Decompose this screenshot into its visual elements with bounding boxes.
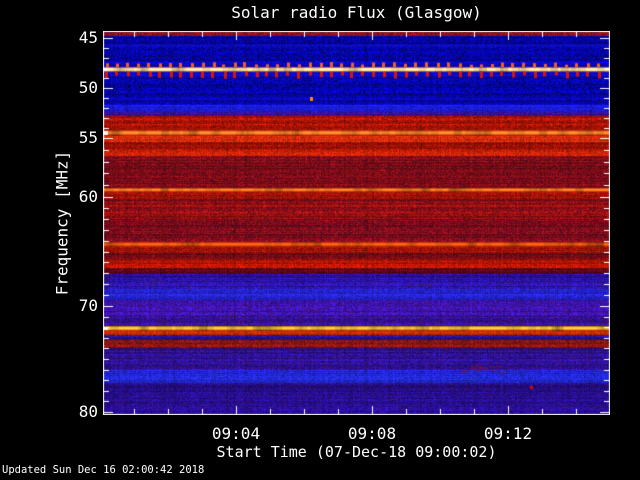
x-axis-label: Start Time (07-Dec-18 09:00:02) (103, 443, 610, 461)
y-axis-label: Frequency [MHz] (53, 151, 72, 296)
y-tick-70: 70 (38, 297, 98, 315)
y-tick-55: 55 (38, 129, 98, 147)
x-tick-0908: 09:08 (332, 424, 412, 443)
y-tick-50: 50 (38, 79, 98, 97)
y-tick-45: 45 (38, 29, 98, 47)
y-tick-80: 80 (38, 403, 98, 421)
y-tick-60: 60 (38, 188, 98, 206)
x-tick-0912: 09:12 (468, 424, 548, 443)
spectrogram-screen: Solar radio Flux (Glasgow) Frequency [MH… (0, 0, 640, 480)
spectrogram-plot (103, 31, 610, 415)
x-tick-0904: 09:04 (196, 424, 276, 443)
updated-timestamp: Updated Sun Dec 16 02:00:42 2018 (2, 464, 204, 476)
chart-title: Solar radio Flux (Glasgow) (103, 3, 610, 22)
